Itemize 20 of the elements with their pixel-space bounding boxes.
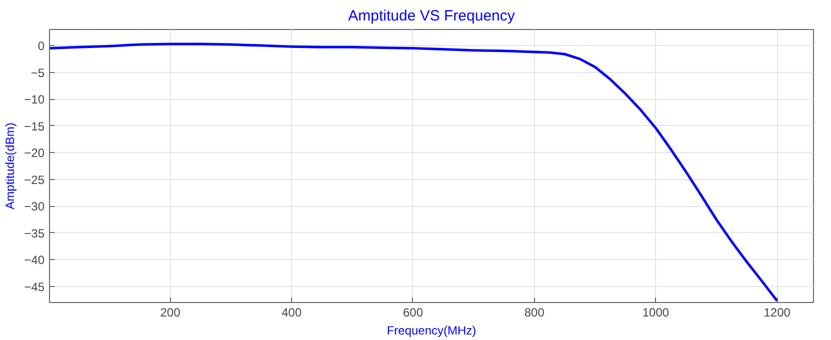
line-series [50, 42, 778, 302]
x-tick-label: 1200 [764, 306, 791, 320]
y-tick-label: −25 [24, 172, 45, 187]
x-tick-label: 200 [160, 306, 181, 320]
y-tick-label: −40 [24, 253, 45, 268]
y-tick-label: −45 [24, 280, 45, 294]
y-tick-label: −5 [30, 66, 45, 80]
y-axis-title: Amptitude(dBm) [3, 122, 18, 210]
y-tick-label: −35 [24, 226, 45, 240]
y-tick-label: −30 [24, 200, 45, 214]
y-tick-label: −20 [24, 146, 45, 160]
x-tick-label: 1000 [642, 306, 670, 320]
y-tick-label: 0 [38, 39, 45, 54]
x-tick-label: 400 [282, 306, 302, 320]
x-tick-label: 600 [402, 306, 424, 320]
chart-title: Amptitude VS Frequency [348, 8, 516, 24]
y-tick-label: −10 [24, 92, 45, 107]
x-axis-title: Frequency(MHz) [386, 324, 476, 338]
y-tick-label: −15 [24, 119, 45, 134]
x-tick-label: 800 [524, 306, 545, 320]
